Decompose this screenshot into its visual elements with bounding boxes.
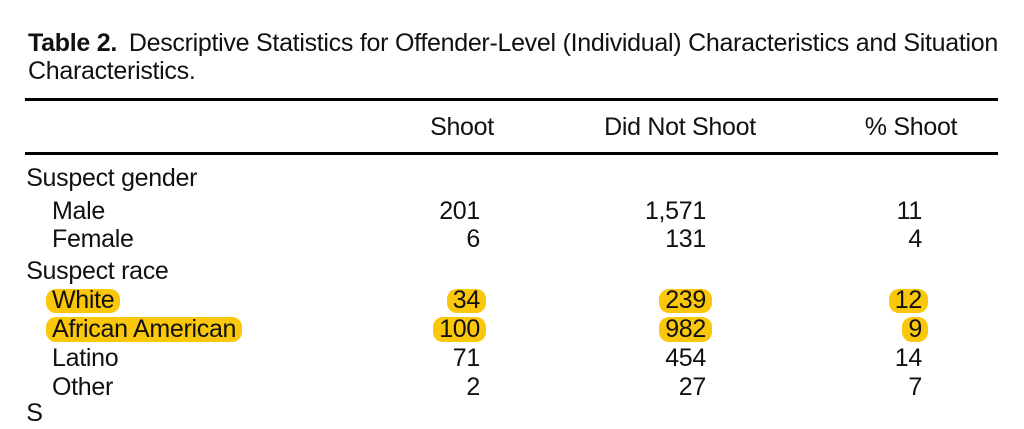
table-row-male: Male 201 1,571 11 — [0, 196, 1024, 227]
cell-did-not-shoot-highlighted: 239 — [659, 286, 712, 315]
row-label: Male — [52, 196, 105, 225]
table-caption-text: Descriptive Statistics for Offender-Leve… — [128, 28, 998, 57]
cell-did-not-shoot: 27 — [678, 373, 707, 402]
table-caption-line2: Characteristics. — [28, 57, 196, 86]
cell-pct-shoot: 7 — [908, 373, 922, 402]
row-label-partial: S — [26, 399, 43, 428]
cell-shoot: 71 — [452, 343, 481, 372]
cell-pct-shoot-highlighted: 12 — [888, 286, 929, 315]
table-caption-line1: Table 2. Descriptive Statistics for Offe… — [28, 28, 998, 57]
cell-did-not-shoot: 454 — [665, 343, 706, 372]
column-header-did-not-shoot: Did Not Shoot — [604, 112, 756, 141]
column-header-pct-shoot: % Shoot — [864, 112, 958, 141]
table-row-latino: Latino 71 454 14 — [0, 343, 1024, 374]
table-row-female: Female 6 131 4 — [0, 224, 1024, 255]
cell-pct-shoot: 4 — [908, 224, 922, 253]
cell-did-not-shoot-highlighted: 982 — [659, 315, 712, 344]
cell-did-not-shoot: 1,571 — [644, 196, 706, 225]
cell-shoot-highlighted: 34 — [446, 286, 487, 315]
row-label: Latino — [52, 343, 119, 372]
cell-shoot: 2 — [466, 373, 480, 402]
row-label-highlighted: African American — [45, 315, 243, 344]
row-label: Suspect gender — [26, 163, 198, 192]
cell-pct-shoot: 11 — [896, 196, 923, 225]
table-row-white: White 34 239 12 — [0, 288, 1024, 316]
table-row-other: Other 2 27 7 — [0, 375, 1024, 403]
table-row-next-partial: S — [0, 401, 1024, 429]
cell-shoot-highlighted: 100 — [433, 315, 486, 344]
table-row-suspect-gender: Suspect gender — [0, 163, 1024, 194]
table-top-rule — [25, 97, 998, 102]
table-caption-number: Table 2. — [28, 28, 118, 57]
table-row-african-american: African American 100 982 9 — [0, 317, 1024, 345]
cell-shoot: 6 — [466, 224, 480, 253]
cell-shoot: 201 — [439, 196, 480, 225]
column-header-shoot: Shoot — [430, 112, 494, 141]
row-label: Female — [52, 224, 134, 253]
cell-pct-shoot: 14 — [894, 343, 923, 372]
cell-did-not-shoot: 131 — [665, 224, 706, 253]
row-label: Other — [52, 373, 114, 402]
paper-table: Table 2. Descriptive Statistics for Offe… — [0, 28, 1024, 426]
row-label: Suspect race — [26, 257, 169, 286]
table-row-suspect-race: Suspect race — [0, 259, 1024, 287]
row-label-highlighted: White — [45, 286, 121, 315]
table-header-rule — [25, 151, 998, 155]
cell-pct-shoot-highlighted: 9 — [902, 315, 928, 344]
